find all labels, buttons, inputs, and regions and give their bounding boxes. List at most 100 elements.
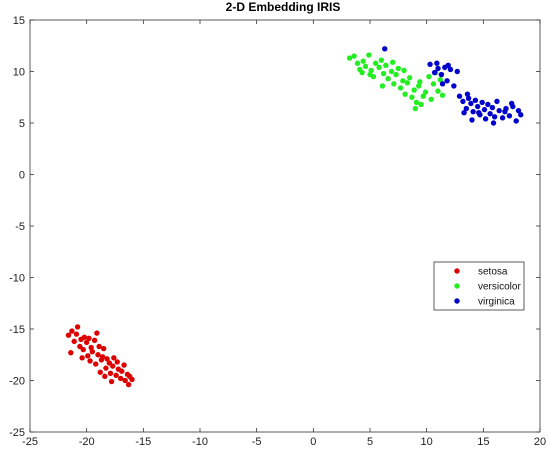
data-point-setosa	[68, 349, 74, 356]
series-virginica	[382, 46, 524, 126]
data-point-virginica	[494, 98, 500, 105]
data-point-virginica	[489, 104, 496, 111]
data-point-versicolor	[430, 81, 437, 87]
x-tick-label: -10	[192, 436, 208, 448]
data-point-setosa	[69, 328, 75, 334]
data-point-versicolor	[422, 89, 429, 95]
x-tick-label: 15	[477, 436, 489, 448]
y-tick-label: -5	[15, 221, 25, 233]
data-point-virginica	[508, 100, 515, 107]
series-setosa	[65, 324, 135, 388]
x-tick-label: 10	[421, 436, 433, 448]
data-point-versicolor	[435, 88, 441, 94]
y-tick-label: 10	[13, 67, 25, 79]
data-point-setosa	[110, 363, 116, 369]
data-point-versicolor	[383, 62, 389, 69]
data-point-virginica	[474, 103, 481, 110]
data-point-versicolor	[409, 94, 415, 100]
data-point-versicolor	[351, 53, 357, 59]
data-point-versicolor	[437, 77, 443, 83]
data-point-setosa	[122, 377, 128, 384]
data-point-virginica	[464, 91, 471, 97]
data-point-setosa	[117, 375, 124, 382]
data-point-versicolor	[439, 92, 446, 98]
data-point-versicolor	[402, 91, 408, 97]
legend-box	[433, 261, 525, 311]
data-point-virginica	[499, 115, 506, 121]
data-point-versicolor	[401, 67, 407, 74]
data-point-setosa	[97, 369, 103, 375]
data-points	[65, 46, 524, 388]
x-tick-label: -5	[252, 436, 262, 448]
data-point-virginica	[461, 110, 467, 116]
data-point-setosa	[71, 338, 77, 345]
data-point-setosa	[73, 331, 80, 337]
x-tick-label: 0	[310, 436, 316, 448]
data-point-setosa	[88, 344, 94, 351]
data-point-virginica	[456, 93, 463, 99]
data-point-virginica	[470, 108, 476, 115]
x-tick-label: 5	[367, 436, 373, 448]
data-point-versicolor	[346, 55, 353, 61]
data-point-virginica	[438, 71, 445, 78]
data-point-setosa	[93, 361, 99, 367]
data-point-setosa	[74, 324, 81, 330]
x-axis: -25 -20 -15 -10 -5 0 5 10 15 20	[22, 20, 546, 448]
data-point-versicolor	[416, 83, 422, 89]
data-point-virginica	[465, 95, 472, 101]
data-point-virginica	[469, 117, 475, 123]
x-tick-label: -20	[79, 436, 95, 448]
data-point-versicolor	[378, 57, 385, 63]
data-point-versicolor	[406, 74, 413, 81]
legend-marker-versicolor	[454, 283, 460, 289]
data-point-setosa	[111, 355, 117, 361]
data-point-versicolor	[372, 60, 379, 66]
data-point-virginica	[468, 100, 474, 107]
data-point-versicolor	[391, 81, 397, 87]
data-point-versicolor	[404, 80, 411, 86]
data-point-versicolor	[412, 105, 419, 112]
legend-marker-virginica	[454, 298, 460, 304]
legend: setosa versicolor virginica	[433, 261, 525, 311]
series-versicolor	[346, 52, 446, 112]
data-point-setosa	[125, 381, 132, 388]
data-point-setosa	[103, 365, 109, 371]
data-point-versicolor	[367, 71, 373, 78]
data-point-setosa	[114, 359, 120, 365]
data-point-setosa	[65, 332, 72, 338]
data-point-virginica	[481, 106, 488, 113]
data-point-setosa	[80, 346, 86, 353]
data-point-versicolor	[426, 73, 432, 80]
data-point-virginica	[444, 78, 450, 84]
data-point-virginica	[496, 107, 502, 114]
data-point-virginica	[460, 98, 466, 105]
data-point-versicolor	[376, 64, 382, 71]
legend-marker-setosa	[454, 268, 460, 274]
data-point-versicolor	[388, 68, 395, 75]
y-axis: -25 -20 -15 -10 -5 0 5 10 15	[9, 15, 540, 439]
data-point-versicolor	[385, 76, 391, 82]
data-point-versicolor	[379, 83, 386, 89]
data-point-versicolor	[400, 78, 406, 84]
data-point-virginica	[463, 105, 470, 112]
data-point-virginica	[447, 66, 454, 73]
data-point-versicolor	[354, 60, 361, 66]
data-point-versicolor	[417, 79, 423, 85]
data-point-virginica	[518, 112, 524, 118]
data-point-versicolor	[380, 70, 387, 77]
data-point-setosa	[104, 356, 110, 362]
data-point-versicolor	[368, 67, 374, 74]
data-point-virginica	[479, 99, 485, 106]
data-point-versicolor	[397, 85, 404, 91]
data-point-virginica	[454, 68, 460, 75]
data-point-versicolor	[428, 96, 434, 103]
y-tick-label: -25	[9, 427, 25, 439]
data-point-virginica	[482, 116, 489, 122]
data-point-virginica	[434, 60, 440, 66]
data-point-virginica	[513, 118, 519, 124]
data-point-versicolor	[393, 71, 399, 78]
data-point-virginica	[435, 65, 441, 72]
data-point-versicolor	[389, 59, 396, 65]
data-point-virginica	[439, 81, 446, 87]
